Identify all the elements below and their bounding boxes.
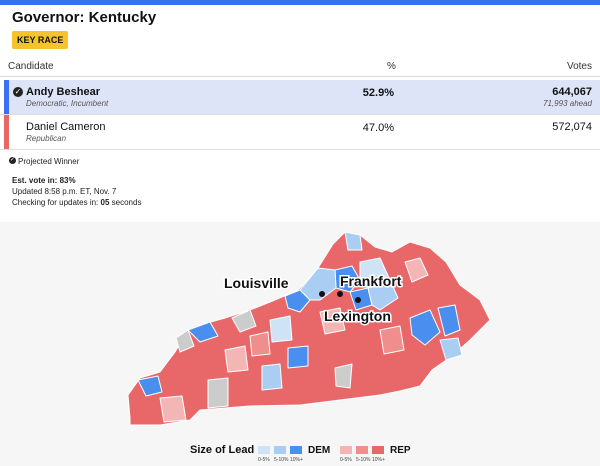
legend-swatch (372, 446, 384, 454)
candidate-pct: 52.9% (362, 87, 394, 99)
county (224, 345, 249, 373)
legend-swatch (290, 446, 302, 454)
candidate-party: Republican (26, 134, 67, 143)
column-header: % (387, 61, 396, 72)
county (379, 325, 405, 355)
checking: Checking for updates in: 05 seconds (12, 198, 141, 207)
legend-swatch (258, 446, 270, 454)
county (437, 304, 461, 337)
divider (0, 76, 600, 77)
county (334, 363, 353, 389)
votes-ahead: 71,993 ahead (543, 99, 592, 108)
winner-check: ✓ (13, 87, 23, 97)
county (319, 307, 346, 335)
candidate-pct: 47.0% (362, 122, 394, 134)
city-dot (337, 291, 343, 297)
city-dot (355, 297, 361, 303)
county (269, 315, 293, 343)
county (284, 289, 311, 313)
city-dot (319, 291, 325, 297)
candidate-row: ✓ Andy Beshear Democratic, Incumbent 52.… (4, 80, 600, 114)
county (299, 267, 337, 301)
county (261, 363, 283, 391)
legend-step: 0-5% (340, 457, 352, 463)
column-header: Votes (566, 61, 592, 72)
legend-swatch (356, 446, 368, 454)
projected-icon: ✓ (9, 157, 16, 164)
county-map: Louisville Frankfort Lexington (0, 222, 600, 466)
county (439, 337, 463, 361)
legend-step: 0-5% (258, 457, 270, 463)
candidate-name: Daniel Cameron (26, 121, 106, 133)
county (404, 257, 429, 283)
legend-rep: REP (390, 445, 411, 456)
county (187, 321, 219, 343)
key-race-badge: KEY RACE (12, 31, 69, 49)
divider (0, 149, 600, 150)
candidate-name: Andy Beshear (26, 86, 100, 98)
title: Governor: Kentucky (12, 9, 157, 26)
legend-step: 10%+ (290, 457, 303, 463)
city-label: Frankfort (340, 273, 402, 289)
legend-step: 5-10% (274, 457, 289, 463)
counties (127, 231, 491, 426)
candidate-votes: 572,074 (552, 121, 592, 133)
state-shape (127, 231, 491, 426)
county (344, 231, 363, 251)
county (175, 329, 195, 353)
legend-swatch (340, 446, 352, 454)
projected-winner: Projected Winner (18, 157, 80, 166)
county (159, 395, 187, 423)
candidate-row: Daniel Cameron Republican 47.0% 572,074 (4, 115, 600, 149)
county (207, 377, 229, 409)
updated: Updated 8:58 p.m. ET, Nov. 7 (12, 187, 117, 196)
top-bar (0, 0, 600, 5)
candidate-party: Democratic, Incumbent (26, 99, 109, 108)
checking-unit: seconds (111, 198, 142, 207)
party-bar (4, 115, 9, 149)
county (249, 331, 271, 357)
county (137, 375, 163, 397)
legend-swatch (274, 446, 286, 454)
legend-step: 10%+ (372, 457, 385, 463)
county (287, 345, 309, 369)
legend-step: 5-10% (356, 457, 371, 463)
legend-title: Size of Lead (190, 444, 255, 456)
county (231, 309, 257, 333)
county (409, 309, 441, 346)
divider (0, 114, 600, 115)
est-vote: Est. vote in: 83% (12, 176, 76, 185)
checking-label: Checking for updates in: (12, 198, 99, 207)
column-header: Candidate (8, 61, 54, 72)
county (359, 257, 391, 289)
checking-value: 05 (100, 198, 110, 207)
party-bar (4, 80, 9, 114)
candidate-votes: 644,067 (552, 86, 592, 98)
city-label: Louisville (224, 275, 289, 291)
legend-dem: DEM (308, 445, 331, 456)
city-label: Lexington (324, 308, 391, 324)
